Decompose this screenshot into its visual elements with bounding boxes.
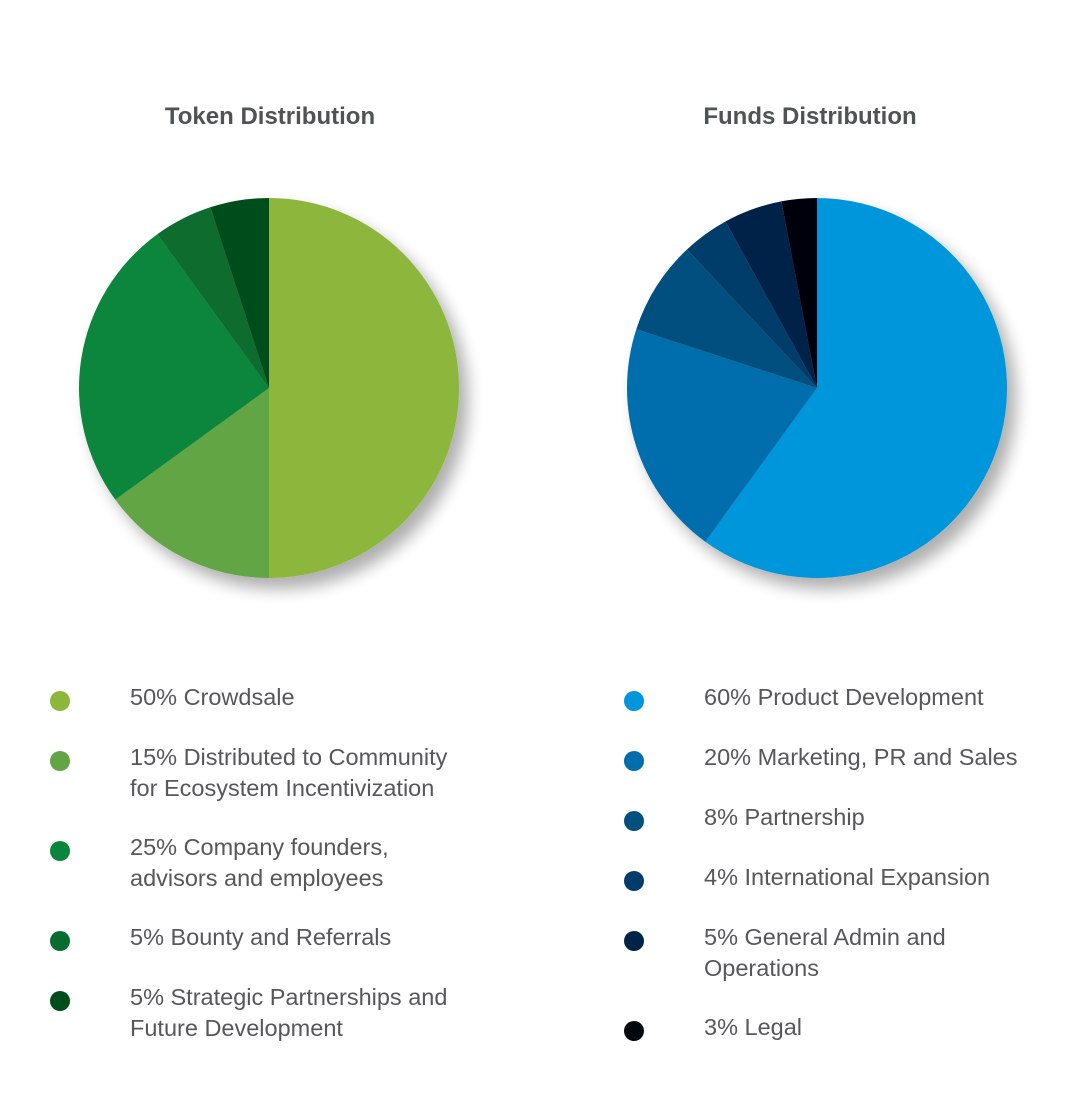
token-legend-item: 25% Company founders, advisors and emplo… — [48, 832, 528, 894]
token-legend-item: 5% Strategic Partnerships and Future Dev… — [48, 982, 528, 1044]
token-legend-label: 25% Company founders, advisors and emplo… — [130, 834, 389, 891]
funds-legend-swatch — [624, 871, 644, 891]
token-legend-swatch — [50, 931, 70, 951]
funds-legend-swatch — [624, 1021, 644, 1041]
token-legend-label: 5% Bounty and Referrals — [130, 924, 392, 950]
funds-distribution-legend: 60% Product Development 20% Marketing, PR… — [622, 682, 1072, 1072]
token-pie-slice — [79, 234, 269, 500]
funds-pie-slice — [627, 329, 817, 542]
token-legend-swatch — [50, 691, 70, 711]
token-pie-slice — [269, 198, 459, 578]
token-legend-label: 5% Strategic Partnerships and Future Dev… — [130, 984, 448, 1041]
token-legend-item: 50% Crowdsale — [48, 682, 528, 714]
funds-legend-item: 5% General Admin and Operations — [622, 922, 1072, 984]
token-legend-swatch — [50, 751, 70, 771]
funds-legend-item: 3% Legal — [622, 1012, 1072, 1044]
funds-pie-slice — [781, 198, 817, 388]
token-legend-swatch — [50, 991, 70, 1011]
token-pie-slice — [115, 388, 269, 578]
funds-pie-slice — [705, 198, 1008, 579]
funds-legend-item: 20% Marketing, PR and Sales — [622, 742, 1072, 774]
funds-distribution-title: Funds Distribution — [703, 103, 917, 130]
funds-legend-label: 3% Legal — [704, 1014, 802, 1040]
token-distribution-pie — [79, 198, 459, 578]
funds-legend-label: 60% Product Development — [704, 684, 984, 710]
funds-legend-label: 8% Partnership — [704, 804, 865, 830]
funds-distribution-pie — [627, 198, 1008, 579]
funds-legend-swatch — [624, 931, 644, 951]
token-legend-item: 5% Bounty and Referrals — [48, 922, 528, 954]
funds-legend-swatch — [624, 691, 644, 711]
funds-legend-label: 20% Marketing, PR and Sales — [704, 744, 1018, 770]
funds-legend-swatch — [624, 811, 644, 831]
funds-legend-label: 4% International Expansion — [704, 864, 991, 890]
funds-pie-slice — [636, 249, 817, 388]
token-distribution-legend: 50% Crowdsale 15% Distributed to Communit… — [48, 682, 528, 1072]
token-legend-item: 15% Distributed to Community for Ecosyst… — [48, 742, 528, 804]
funds-legend-swatch — [624, 751, 644, 771]
token-pie-slice — [210, 198, 269, 388]
funds-legend-item: 60% Product Development — [622, 682, 1072, 714]
token-pie-slice — [157, 207, 269, 388]
funds-pie-slice — [725, 201, 817, 388]
token-legend-swatch — [50, 841, 70, 861]
funds-legend-label: 5% General Admin and Operations — [704, 924, 946, 981]
token-distribution-title: Token Distribution — [164, 103, 376, 130]
funds-legend-item: 4% International Expansion — [622, 862, 1072, 894]
token-legend-label: 50% Crowdsale — [130, 684, 295, 710]
funds-pie-slice — [686, 221, 817, 388]
funds-legend-item: 8% Partnership — [622, 802, 1072, 834]
token-legend-label: 15% Distributed to Community for Ecosyst… — [130, 744, 448, 801]
pie-charts — [79, 198, 1008, 579]
